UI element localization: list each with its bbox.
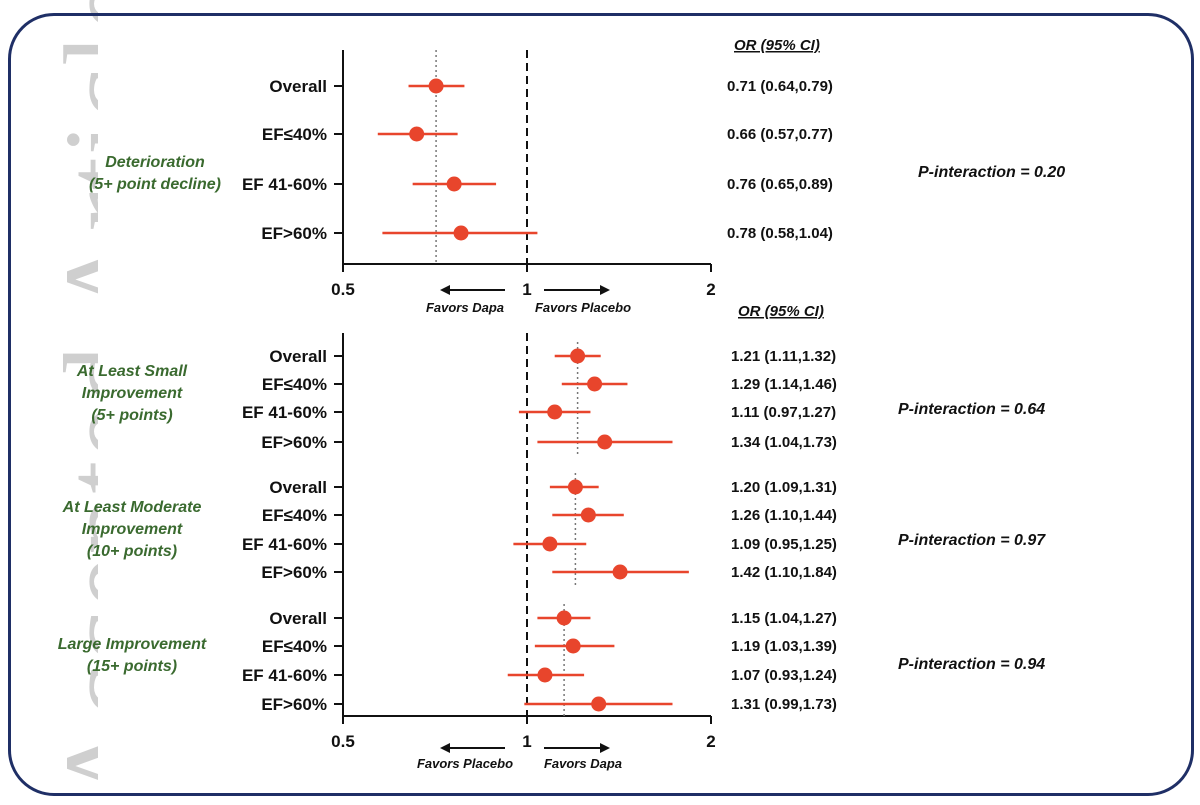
panel2-group3-or-value: 1.31 (0.99,1.73) bbox=[731, 696, 837, 713]
panel1-group1-row-label: EF>60% bbox=[261, 224, 327, 243]
panel2-group1-row-label: EF 41-60% bbox=[242, 403, 327, 422]
panel2-group2-point-estimate bbox=[612, 564, 628, 580]
panel2-group3-row-label: EF 41-60% bbox=[242, 666, 327, 685]
panel2-group1-or-value: 1.11 (0.97,1.27) bbox=[731, 404, 836, 421]
panel1-favors-right-label: Favors Placebo bbox=[535, 300, 631, 315]
panel2-group1-point-estimate bbox=[570, 348, 586, 364]
panel2-group3-label-line: (15+ points) bbox=[87, 658, 177, 675]
panel1-group1-row-label: Overall bbox=[269, 77, 327, 96]
panel2-x-tick-label: 2 bbox=[706, 732, 715, 751]
panel2-favors-right-label: Favors Dapa bbox=[544, 756, 622, 771]
panel1-favors-left-label: Favors Dapa bbox=[426, 300, 504, 315]
panel2-group1-label-line: (5+ points) bbox=[91, 407, 172, 424]
panel1-x-tick-label: 0.5 bbox=[331, 280, 355, 299]
panel2-x-tick-label: 1 bbox=[522, 732, 531, 751]
panel1-group1-point-estimate bbox=[428, 78, 444, 94]
panel2-group3-or-value: 1.07 (0.93,1.24) bbox=[731, 667, 837, 684]
panel2-group3-or-value: 1.19 (1.03,1.39) bbox=[731, 638, 837, 655]
panel2-favors-right-arrowhead bbox=[600, 743, 610, 753]
panel2-group2-row-label: Overall bbox=[269, 478, 327, 497]
panel2-group2-or-value: 1.20 (1.09,1.31) bbox=[731, 479, 837, 496]
panel2-group2-point-estimate bbox=[580, 507, 596, 523]
panel1-group1-or-value: 0.66 (0.57,0.77) bbox=[727, 126, 833, 143]
panel2-group1-p-interaction: P-interaction = 0.64 bbox=[898, 401, 1045, 418]
panel2-x-tick-label: 0.5 bbox=[331, 732, 355, 751]
panel2-group2-or-value: 1.26 (1.10,1.44) bbox=[731, 507, 837, 524]
panel1-x-tick-label: 2 bbox=[706, 280, 715, 299]
panel2-group3-point-estimate bbox=[591, 696, 607, 712]
panel2-group2-row-label: EF>60% bbox=[261, 563, 327, 582]
panel2-group3-row-label: Overall bbox=[269, 609, 327, 628]
panel1-group1-label-line: (5+ point decline) bbox=[89, 176, 221, 193]
panel2-group2-p-interaction: P-interaction = 0.97 bbox=[898, 532, 1046, 549]
panel2-group1-label-line: At Least Small bbox=[76, 363, 188, 380]
panel2-group1-row-label: Overall bbox=[269, 347, 327, 366]
panel2-group3-point-estimate bbox=[556, 610, 572, 626]
panel2-or-header: OR (95% CI) bbox=[738, 303, 824, 320]
panel2-group3-p-interaction: P-interaction = 0.94 bbox=[898, 656, 1045, 673]
panel2-favors-left-label: Favors Placebo bbox=[417, 756, 513, 771]
panel2-group1-or-value: 1.29 (1.14,1.46) bbox=[731, 376, 837, 393]
panel1-favors-left-arrowhead bbox=[440, 285, 450, 295]
panel2-group2-label-line: Improvement bbox=[82, 521, 183, 538]
panel1-group1-or-value: 0.71 (0.64,0.79) bbox=[727, 78, 833, 95]
panel2-group2-or-value: 1.09 (0.95,1.25) bbox=[731, 536, 837, 553]
panel2-group3-row-label: EF>60% bbox=[261, 695, 327, 714]
panel2-group2-point-estimate bbox=[567, 479, 583, 495]
panel2-group3-point-estimate bbox=[537, 667, 553, 683]
panel1-group1-point-estimate bbox=[446, 176, 462, 192]
panel2-group3-label-line: Large Improvement bbox=[58, 636, 207, 653]
panel2-group2-row-label: EF≤40% bbox=[262, 506, 327, 525]
panel1-group1-point-estimate bbox=[409, 126, 425, 142]
panel1-group1-p-interaction: P-interaction = 0.20 bbox=[918, 164, 1065, 181]
panel2-group2-point-estimate bbox=[542, 536, 558, 552]
panel1-group1-row-label: EF≤40% bbox=[262, 125, 327, 144]
panel2-group3-or-value: 1.15 (1.04,1.27) bbox=[731, 610, 837, 627]
panel1-or-header: OR (95% CI) bbox=[734, 37, 820, 54]
panel2-group1-label-line: Improvement bbox=[82, 385, 183, 402]
panel2-group2-or-value: 1.42 (1.10,1.84) bbox=[731, 564, 837, 581]
panel1-group1-label-line: Deterioration bbox=[105, 154, 205, 171]
panel2-group1-row-label: EF>60% bbox=[261, 433, 327, 452]
panel1-group1-or-value: 0.76 (0.65,0.89) bbox=[727, 176, 833, 193]
panel1-favors-right-arrowhead bbox=[600, 285, 610, 295]
panel2-group1-point-estimate bbox=[597, 434, 613, 450]
panel2-group1-point-estimate bbox=[587, 376, 603, 392]
panel2-group2-label-line: (10+ points) bbox=[87, 543, 177, 560]
panel2-group3-point-estimate bbox=[565, 638, 581, 654]
panel1-group1-row-label: EF 41-60% bbox=[242, 175, 327, 194]
panel1-x-tick-label: 1 bbox=[522, 280, 531, 299]
panel2-favors-left-arrowhead bbox=[440, 743, 450, 753]
panel1-group1-point-estimate bbox=[453, 225, 469, 241]
panel1-group1-or-value: 0.78 (0.58,1.04) bbox=[727, 225, 833, 242]
panel2-group1-row-label: EF≤40% bbox=[262, 375, 327, 394]
panel2-group3-row-label: EF≤40% bbox=[262, 637, 327, 656]
figure-frame bbox=[8, 13, 1194, 796]
panel2-group1-or-value: 1.21 (1.11,1.32) bbox=[731, 348, 836, 365]
panel2-group1-point-estimate bbox=[547, 404, 563, 420]
panel2-group2-label-line: At Least Moderate bbox=[62, 499, 202, 516]
panel2-group2-row-label: EF 41-60% bbox=[242, 535, 327, 554]
panel2-group1-or-value: 1.34 (1.04,1.73) bbox=[731, 434, 837, 451]
